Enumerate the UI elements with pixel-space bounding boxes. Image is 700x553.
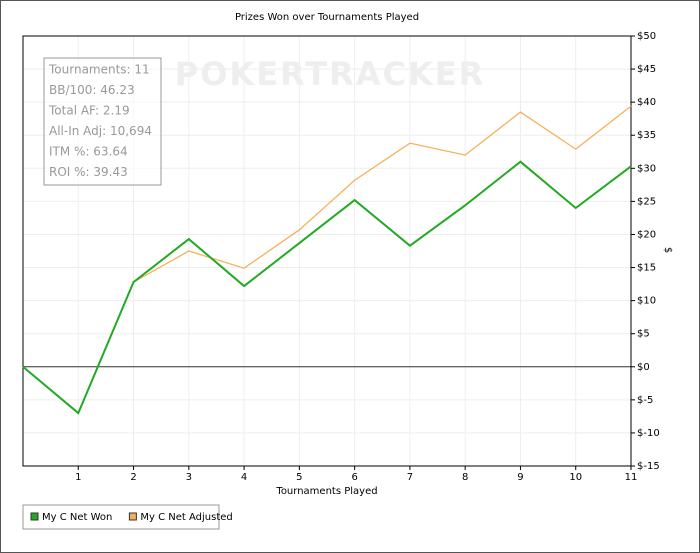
x-tick-label: 8 xyxy=(462,472,468,483)
y-tick-label: $-10 xyxy=(637,428,660,439)
y-tick-label: $20 xyxy=(637,229,656,240)
x-tick-label: 6 xyxy=(351,472,357,483)
legend-swatch xyxy=(30,512,39,521)
y-tick-label: $-15 xyxy=(637,461,660,472)
y-tick-label: $45 xyxy=(637,64,656,75)
legend-swatch xyxy=(128,512,137,521)
x-tick-label: 11 xyxy=(625,472,638,483)
legend-box xyxy=(22,504,220,530)
chart-title: Prizes Won over Tournaments Played xyxy=(235,12,419,23)
stat-line: Total AF: 2.19 xyxy=(48,104,130,118)
x-tick-label: 3 xyxy=(186,472,192,483)
y-tick-label: $25 xyxy=(637,196,656,207)
stat-line: ROI %: 39.43 xyxy=(49,165,128,179)
y-tick-label: $-5 xyxy=(637,395,653,406)
y-tick-label: $15 xyxy=(637,263,656,274)
y-axis-label: $ xyxy=(662,247,673,253)
y-tick-label: $35 xyxy=(637,130,656,141)
x-tick-label: 5 xyxy=(296,472,302,483)
stat-line: ITM %: 63.64 xyxy=(49,145,128,159)
x-tick-label: 9 xyxy=(517,472,523,483)
series-line xyxy=(22,160,632,415)
x-tick-label: 1 xyxy=(75,472,81,483)
stat-line: Tournaments: 11 xyxy=(48,63,150,77)
y-tick-label: $0 xyxy=(637,362,650,373)
legend-label: My C Net Won xyxy=(42,512,112,523)
y-tick-label: $50 xyxy=(637,31,656,42)
legend-label: My C Net Adjusted xyxy=(140,512,232,523)
stat-line: BB/100: 46.23 xyxy=(49,83,135,97)
y-tick-label: $30 xyxy=(637,163,656,174)
x-tick-label: 7 xyxy=(407,472,413,483)
x-axis-label: Tournaments Played xyxy=(275,486,377,497)
y-tick-label: $5 xyxy=(637,329,650,340)
x-tick-label: 2 xyxy=(130,472,136,483)
plot-border xyxy=(22,35,632,467)
stats-box xyxy=(43,57,162,186)
y-tick-label: $10 xyxy=(637,296,656,307)
watermark: POKERTRACKER xyxy=(175,55,486,93)
x-tick-label: 4 xyxy=(241,472,247,483)
x-tick-label: 10 xyxy=(569,472,582,483)
y-tick-label: $40 xyxy=(637,97,656,108)
stat-line: All-In Adj: 10,694 xyxy=(49,124,152,138)
